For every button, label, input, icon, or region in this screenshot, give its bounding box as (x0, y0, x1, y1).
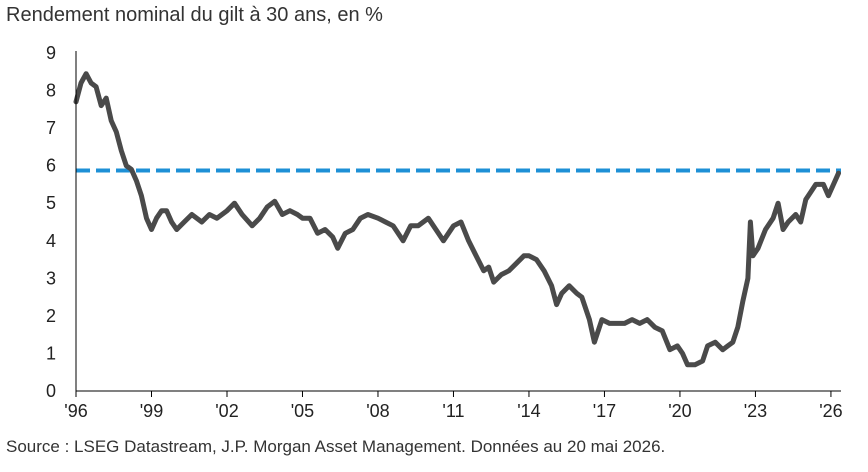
chart-title: Rendement nominal du gilt à 30 ans, en % (6, 4, 383, 26)
x-tick-label: '02 (215, 401, 238, 421)
y-tick-label: 4 (46, 231, 56, 251)
x-tick-label: '99 (140, 401, 163, 421)
y-tick-label: 2 (46, 306, 56, 326)
series-line (73, 71, 841, 368)
x-tick-label: '96 (64, 401, 87, 421)
y-tick-label: 5 (46, 193, 56, 213)
x-tick-label: '05 (291, 401, 314, 421)
x-tick-label: '23 (744, 401, 767, 421)
x-tick-label: '17 (593, 401, 616, 421)
y-tick-label: 3 (46, 268, 56, 288)
source-note: Source : LSEG Datastream, J.P. Morgan As… (6, 437, 666, 456)
y-tick-label: 6 (46, 156, 56, 176)
y-axis-ticks: 0 1 2 3 4 5 6 7 8 9 (46, 43, 56, 401)
x-tick-label: '14 (517, 401, 540, 421)
y-tick-label: 0 (46, 381, 56, 401)
y-tick-label: 7 (46, 118, 56, 138)
x-axis-ticks: '96 '99 '02 '05 '08 '11 '14 '17 '20 '23 '26 (64, 391, 843, 421)
x-tick-label: '08 (366, 401, 389, 421)
x-tick-label: '20 (668, 401, 691, 421)
y-tick-label: 8 (46, 81, 56, 101)
x-tick-label: '11 (442, 401, 464, 421)
y-tick-label: 9 (46, 43, 56, 63)
y-tick-label: 1 (46, 343, 56, 363)
x-tick-label: '26 (819, 401, 842, 421)
